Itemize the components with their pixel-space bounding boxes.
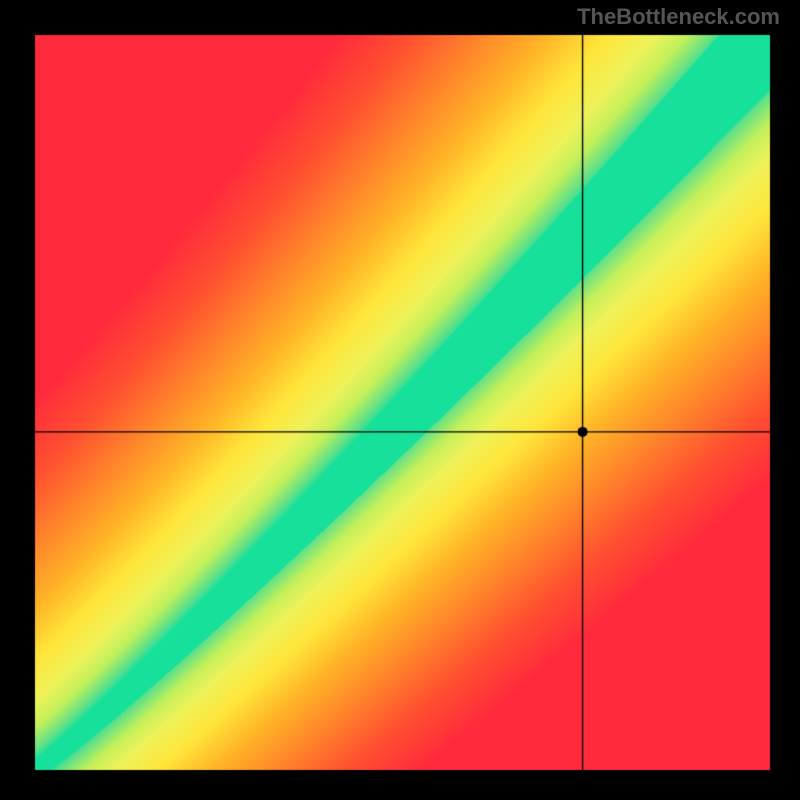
crosshair-overlay: [0, 0, 800, 800]
watermark-text: TheBottleneck.com: [577, 4, 780, 30]
